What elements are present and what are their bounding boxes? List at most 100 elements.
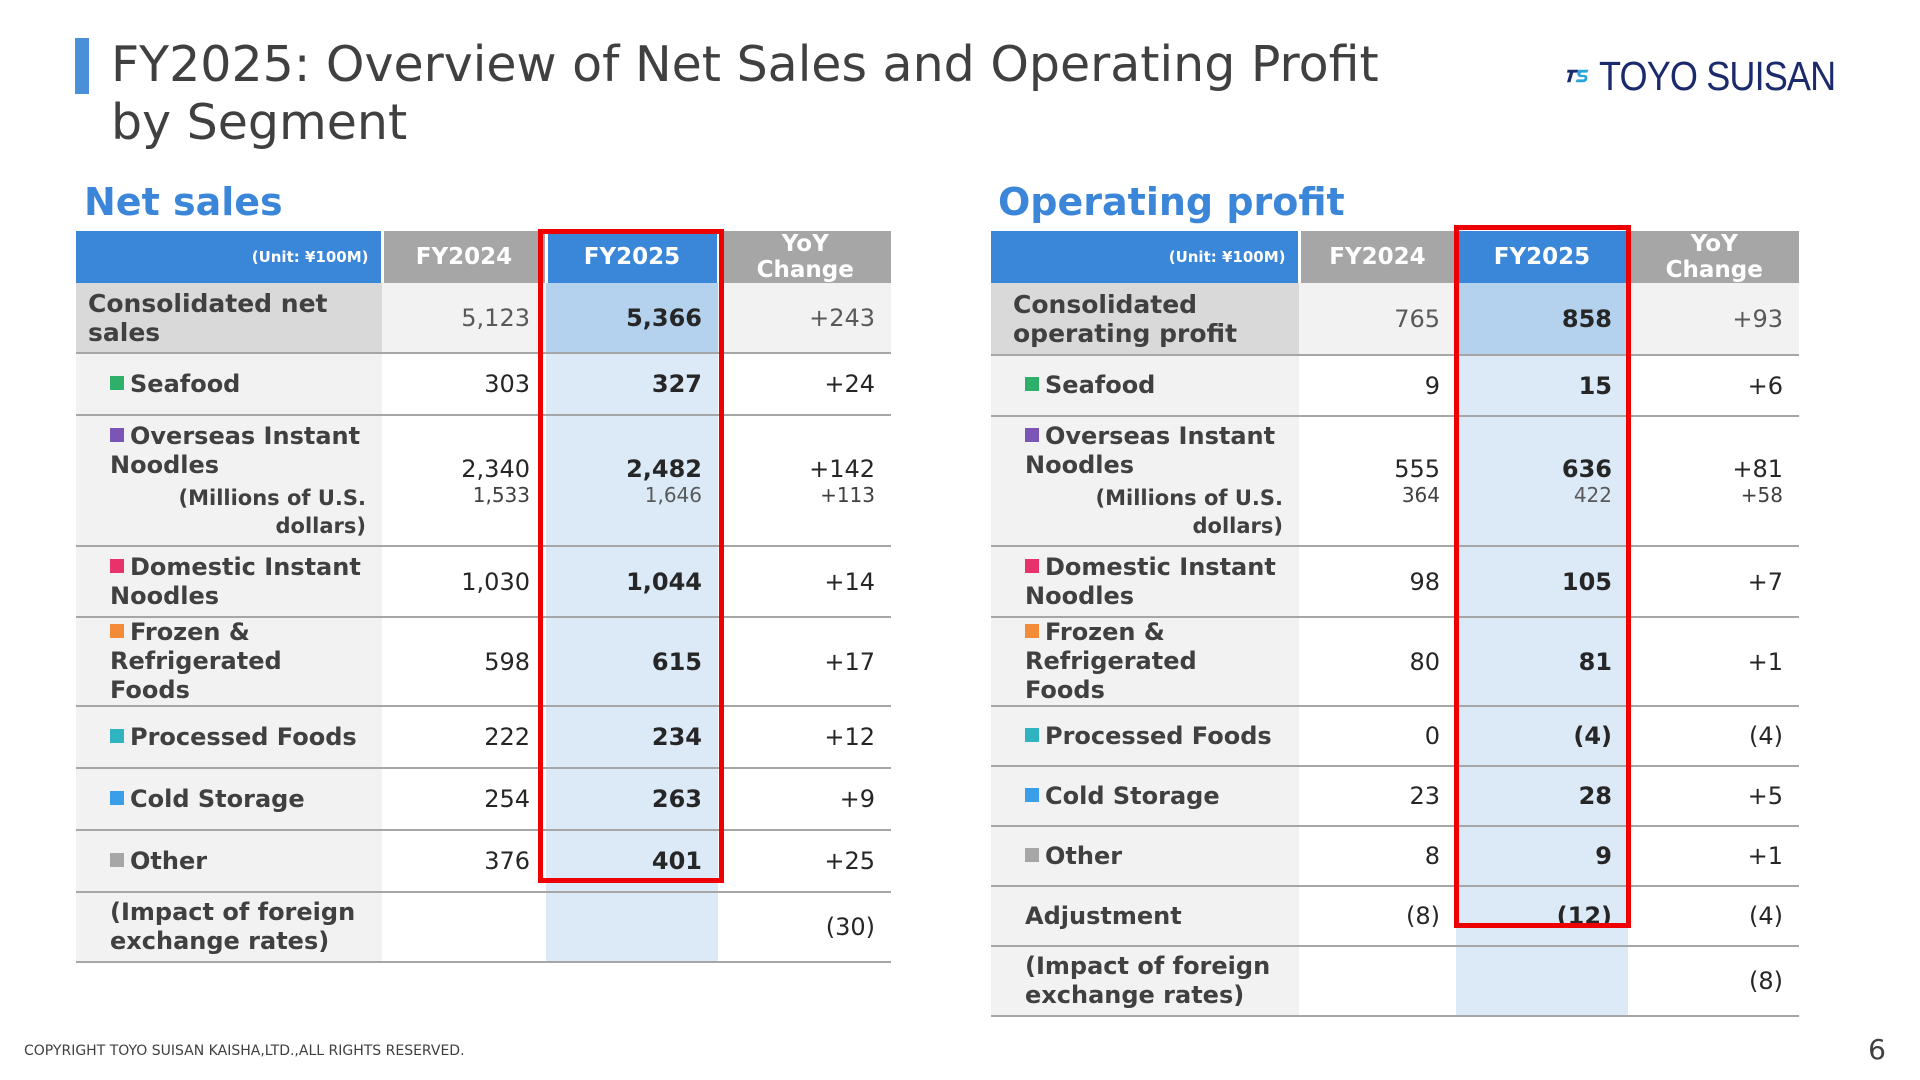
table-row-overseas: Overseas Instant Noodles (Millions of U.…: [76, 415, 891, 547]
value-fy2024: 765: [1299, 283, 1456, 356]
row-label: Cold Storage: [991, 766, 1299, 827]
table-row-processed: Processed Foods 222 234 +12: [76, 706, 891, 769]
value-yoy: +1: [1628, 826, 1799, 887]
value-fy2025: 401: [546, 830, 718, 893]
table-row-cold-storage: Cold Storage 23 28 +5: [991, 766, 1799, 827]
value-yoy: +93: [1628, 283, 1799, 356]
operating-profit-table: (Unit: ¥100M) FY2024 FY2025 YoY Change C…: [991, 231, 1799, 1017]
value-yoy: (8): [1628, 946, 1799, 1017]
cold-storage-legend-square: [110, 790, 124, 805]
row-label: Processed Foods: [991, 706, 1299, 767]
table-row-other: Other 376 401 +25: [76, 830, 891, 893]
value-fy2024: 598: [382, 617, 546, 707]
value-yoy: +81 +58: [1628, 416, 1799, 547]
value-fy2024: 8: [1299, 826, 1456, 887]
table-row-processed: Processed Foods 0 (4) (4): [991, 706, 1799, 767]
table-header-row: (Unit: ¥100M) FY2024 FY2025 YoY Change: [991, 231, 1799, 283]
table-row-adjustment: Adjustment (8) (12) (4): [991, 886, 1799, 947]
value-fy2024: 376: [382, 830, 546, 893]
net-sales-heading: Net sales: [84, 180, 283, 224]
value-yoy: +5: [1628, 766, 1799, 827]
value-yoy-usd: +113: [820, 482, 875, 507]
value-yoy: +1: [1628, 617, 1799, 707]
value-yoy: +9: [718, 768, 891, 831]
value-yoy: +25: [718, 830, 891, 893]
value-fy2025: 636 422: [1456, 416, 1628, 547]
cold-storage-legend-square: [1025, 787, 1039, 802]
row-label: Adjustment: [991, 886, 1299, 947]
column-fy2025: FY2025: [544, 231, 718, 283]
operating-profit-heading: Operating profit: [998, 180, 1345, 224]
value-yoy: (30): [718, 892, 891, 963]
row-label: Frozen & Refrigerated Foods: [991, 617, 1299, 707]
row-label: Cold Storage: [76, 768, 382, 831]
value-fy2024-usd: 364: [1401, 483, 1440, 507]
value-fy2025: 858: [1456, 283, 1628, 356]
table-row-frozen: Frozen & Refrigerated Foods 80 81 +1: [991, 617, 1799, 707]
table-header-row: (Unit: ¥100M) FY2024 FY2025 YoY Change: [76, 231, 891, 283]
value-yoy: +6: [1628, 355, 1799, 417]
value-yoy-usd: +58: [1740, 483, 1783, 507]
table-row-seafood: Seafood 9 15 +6: [991, 355, 1799, 417]
row-label: Overseas Instant Noodles (Millions of U.…: [76, 415, 382, 547]
column-fy2024: FY2024: [380, 231, 546, 283]
column-fy2025: FY2025: [1454, 231, 1628, 283]
value-fy2024: (8): [1299, 886, 1456, 947]
value-fy2025: 327: [546, 353, 718, 416]
value-fy2024-usd: 1,533: [472, 482, 530, 507]
frozen-legend-square: [110, 624, 124, 638]
value-yoy: +24: [718, 353, 891, 416]
row-label: Other: [991, 826, 1299, 887]
other-legend-square: [1025, 847, 1039, 862]
value-fy2024: 2,340 1,533: [382, 415, 546, 547]
frozen-legend-square: [1025, 624, 1039, 638]
value-fy2025-usd: 1,646: [644, 482, 702, 507]
row-label: (Impact of foreign exchange rates): [76, 892, 382, 963]
row-label: Consolidated net sales: [76, 283, 382, 354]
value-fy2025: 2,482 1,646: [546, 415, 718, 547]
value-fy2025: [1456, 946, 1628, 1017]
value-yoy: +14: [718, 546, 891, 618]
table-row-domestic: Domestic Instant Noodles 1,030 1,044 +14: [76, 546, 891, 618]
value-yoy: +17: [718, 617, 891, 707]
value-fy2024: 222: [382, 706, 546, 769]
value-fy2025: 615: [546, 617, 718, 707]
value-fy2024: 98: [1299, 546, 1456, 618]
processed-legend-square: [1025, 727, 1039, 742]
value-fy2025: [546, 892, 718, 963]
copyright-footer: COPYRIGHT TOYO SUISAN KAISHA,LTD.,ALL RI…: [24, 1043, 465, 1059]
other-legend-square: [110, 852, 124, 867]
value-fy2025: (4): [1456, 706, 1628, 767]
row-label: Overseas Instant Noodles (Millions of U.…: [991, 416, 1299, 547]
value-fy2025-usd: 422: [1573, 483, 1612, 507]
company-logo: TOYO SUISAN: [1567, 48, 1867, 104]
net-sales-table: (Unit: ¥100M) FY2024 FY2025 YoY Change C…: [76, 231, 891, 963]
column-yoy-change: YoY Change: [716, 231, 891, 283]
table-row-fx-impact: (Impact of foreign exchange rates) (8): [991, 946, 1799, 1017]
table-row-fx-impact: (Impact of foreign exchange rates) (30): [76, 892, 891, 963]
value-fy2025: (12): [1456, 886, 1628, 947]
row-sub-label: (Millions of U.S. dollars): [178, 485, 366, 538]
value-yoy: +243: [718, 283, 891, 354]
table-row-frozen: Frozen & Refrigerated Foods 598 615 +17: [76, 617, 891, 707]
seafood-legend-square: [1025, 377, 1039, 391]
domestic-legend-square: [1025, 558, 1039, 573]
table-row-seafood: Seafood 303 327 +24: [76, 353, 891, 416]
value-yoy: (4): [1628, 886, 1799, 947]
value-fy2024: 303: [382, 353, 546, 416]
value-fy2024: [382, 892, 546, 963]
row-sub-label: (Millions of U.S. dollars): [1095, 486, 1283, 538]
value-fy2024: [1299, 946, 1456, 1017]
domestic-legend-square: [110, 558, 124, 573]
value-fy2025: 9: [1456, 826, 1628, 887]
table-row-consolidated: Consolidated operating profit 765 858 +9…: [991, 283, 1799, 356]
value-fy2024: 1,030: [382, 546, 546, 618]
column-yoy-change: YoY Change: [1626, 231, 1799, 283]
row-label: Other: [76, 830, 382, 893]
row-label: Frozen & Refrigerated Foods: [76, 617, 382, 707]
row-label: Seafood: [991, 355, 1299, 417]
row-label: Domestic Instant Noodles: [76, 546, 382, 618]
table-row-cold-storage: Cold Storage 254 263 +9: [76, 768, 891, 831]
value-fy2024: 9: [1299, 355, 1456, 417]
row-label: (Impact of foreign exchange rates): [991, 946, 1299, 1017]
